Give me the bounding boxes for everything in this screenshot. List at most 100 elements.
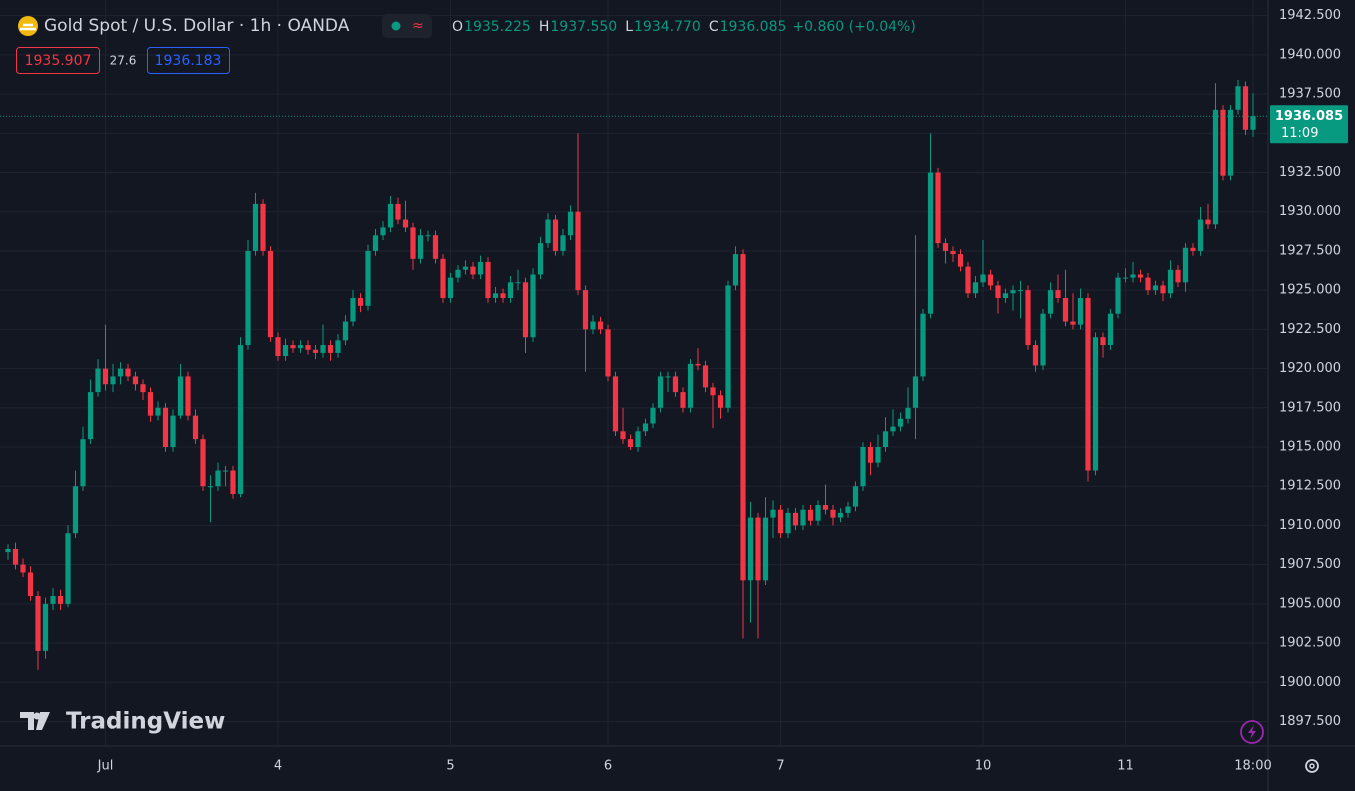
candle-body	[297, 345, 304, 349]
candle-body	[177, 376, 184, 416]
x-tick-label: 10	[975, 759, 992, 774]
settings-icon[interactable]	[1305, 759, 1319, 773]
candle-body	[942, 243, 949, 251]
candle-body	[155, 407, 161, 416]
candle-body	[912, 376, 919, 408]
candle-body	[245, 250, 251, 346]
candle-body	[1130, 274, 1136, 278]
candle-body	[717, 395, 724, 408]
candle-body	[440, 258, 446, 298]
candle-body	[987, 274, 994, 286]
candle-body	[1032, 345, 1039, 366]
settings-icon-center	[1309, 763, 1315, 769]
candle-body	[560, 235, 566, 251]
candle-body	[335, 340, 341, 353]
axis: 1897.500 1900.000 1902.500 1905.000 1907.500…	[97, 8, 1348, 774]
ask-price[interactable]: 1936.183	[155, 53, 222, 69]
candle-body	[882, 431, 889, 447]
y-tick-label: 1927.500	[1279, 243, 1341, 258]
candle-body	[215, 470, 221, 487]
candle-body	[522, 282, 529, 338]
legend-change: +0.860 (+0.04%)	[792, 19, 915, 35]
candle-body	[5, 548, 11, 553]
candle-body	[500, 293, 506, 298]
candle-body	[897, 418, 904, 427]
candle-body	[20, 564, 26, 573]
candle-body	[1137, 274, 1144, 278]
ohlc-legend: O 1935.225 H 1937.550 L 1934.770 C 1936.085 +0.8…	[452, 19, 916, 35]
candle-body	[252, 203, 259, 251]
y-tick-label: 1905.000	[1279, 596, 1341, 611]
candle-body	[1242, 86, 1249, 130]
x-tick-label: 18:00	[1234, 759, 1271, 774]
alert-icon[interactable]	[1240, 720, 1264, 744]
candle-body	[72, 486, 79, 534]
candle-body	[597, 321, 604, 330]
candle-body	[492, 293, 499, 298]
candle-body	[777, 509, 784, 534]
candle-body	[1250, 116, 1256, 130]
y-tick-label: 1942.500	[1279, 8, 1341, 23]
candle-body	[417, 235, 424, 259]
candle-body	[545, 219, 551, 244]
x-tick-label: 7	[776, 759, 784, 774]
candle-body	[890, 426, 896, 432]
candle-body	[432, 235, 439, 259]
status-icon: ≈	[412, 18, 424, 34]
candle-body	[447, 277, 454, 298]
candle-body	[1047, 290, 1054, 314]
candle-body	[1017, 290, 1024, 292]
candles	[0, 79, 1268, 670]
x-tick-label: 6	[604, 759, 612, 774]
candle-body	[357, 298, 364, 306]
candle-body	[507, 282, 514, 298]
y-tick-label: 1912.500	[1279, 479, 1341, 494]
sell-button[interactable]	[16, 47, 100, 74]
last-price-label: 1936.085	[1275, 109, 1343, 124]
candle-body	[1235, 86, 1241, 110]
legend-value: 1935.225	[464, 19, 531, 35]
candle-body	[275, 337, 281, 357]
candle-body	[1205, 219, 1211, 225]
candle-body	[815, 505, 821, 521]
status-badge[interactable]	[382, 14, 432, 38]
candle-body	[350, 298, 356, 322]
candle-body	[650, 407, 656, 424]
candle-body	[140, 384, 146, 393]
y-tick-label: 1907.500	[1279, 557, 1341, 572]
candle-body	[1115, 277, 1121, 314]
alert-bolt	[1248, 725, 1256, 739]
candle-body	[1197, 219, 1204, 251]
candle-body	[395, 203, 401, 220]
candle-body	[462, 266, 469, 270]
candle-body	[1167, 269, 1174, 294]
candle-body	[222, 470, 229, 472]
candle-body	[1085, 298, 1091, 471]
buy-button[interactable]	[147, 47, 230, 74]
candle-body	[485, 261, 491, 298]
y-tick-label: 1922.500	[1279, 322, 1341, 337]
candle-body	[935, 172, 941, 244]
y-tick-label: 1937.500	[1279, 87, 1341, 102]
last-price-badge	[1270, 105, 1348, 144]
bid-price[interactable]: 1935.907	[25, 53, 92, 69]
candle-body	[342, 321, 349, 341]
candle-body	[102, 368, 109, 385]
candle-body	[477, 261, 484, 275]
candle-body	[687, 363, 694, 408]
symbol-title[interactable]: Gold Spot / U.S. Dollar · 1h · OANDA	[44, 16, 350, 36]
candle-body	[110, 376, 116, 385]
candle-body	[845, 506, 851, 513]
candle-body	[732, 254, 739, 286]
candle-body	[425, 235, 431, 237]
candle-body	[995, 285, 1001, 298]
candle-body	[702, 365, 709, 388]
candle-body	[1002, 293, 1009, 298]
candle-body	[65, 533, 71, 604]
candle-body	[1160, 285, 1166, 294]
candle-body	[530, 274, 536, 338]
candle-body	[657, 376, 664, 408]
candle-body	[672, 376, 679, 393]
candle-body	[185, 376, 191, 416]
